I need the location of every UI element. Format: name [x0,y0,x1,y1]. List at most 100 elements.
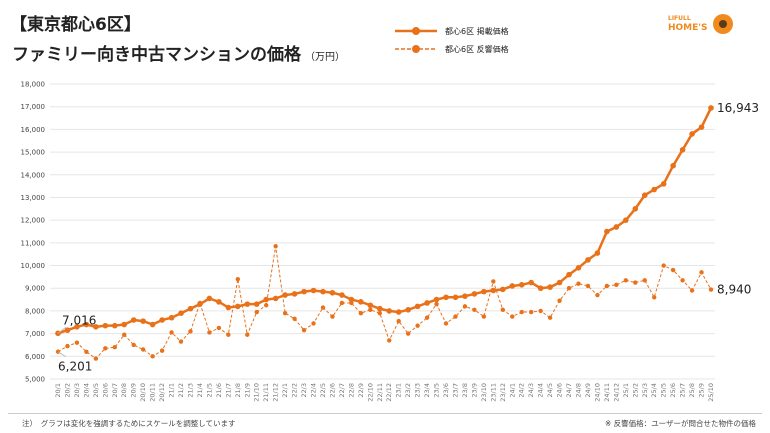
data-point [178,310,184,316]
y-tick-label: 7,000 [25,330,45,338]
data-point [168,314,175,321]
data-point [330,314,335,319]
data-point [282,292,288,298]
x-tick-label: 23/6 [442,383,450,398]
x-tick-label: 22/4 [310,383,318,398]
data-point [206,295,213,302]
data-point [689,131,695,137]
data-point [604,283,610,289]
x-tick-label: 22/1 [281,383,289,398]
data-point [452,294,459,301]
data-point [689,288,695,293]
data-point [415,323,420,328]
x-tick-label: 23/5 [433,383,441,398]
x-tick-label: 22/11 [376,383,384,402]
data-point [225,304,232,311]
data-point [207,330,212,335]
legend-label: 都心6区 掲載価格 [445,26,509,36]
chart-title-region: 【東京都心6区】 [10,15,141,35]
x-tick-label: 24/4 [537,383,545,398]
data-point [376,305,383,312]
data-point [433,296,440,303]
data-point [187,305,194,312]
data-point [377,310,382,316]
x-tick-label: 24/6 [556,383,564,398]
x-tick-label: 22/12 [385,383,393,402]
data-point [500,307,505,312]
x-tick-label: 25/5 [660,383,668,398]
data-point [310,287,317,294]
data-point [102,322,109,329]
data-point [434,301,439,307]
data-point [661,263,666,268]
data-point [405,331,411,336]
data-point [462,293,468,299]
listed-price-line [57,107,713,335]
data-point [65,343,70,349]
y-tick-label: 10,000 [21,262,46,270]
x-tick-label: 22/8 [347,383,355,398]
data-point [159,317,165,323]
data-point [339,292,345,298]
logo-top: LIFULL [668,15,691,22]
data-point [64,327,71,334]
data-point [368,307,373,312]
x-tick-label: 21/12 [272,383,280,402]
data-point [424,300,430,306]
data-point [301,288,307,295]
data-point [623,278,629,283]
data-point [395,309,402,315]
x-tick-label: 20/4 [82,383,90,398]
data-point [443,294,449,301]
data-point [708,105,714,111]
x-tick-label: 21/1 [168,383,176,398]
footer-note-right: ※ 反響価格：ユーザーが問合せた物件の価格 [604,419,756,428]
first-value-label: 6,201 [58,360,92,374]
y-tick-label: 6,000 [25,353,45,361]
x-tick-label: 24/5 [546,383,554,398]
data-point [566,271,572,278]
data-point [387,338,392,343]
data-point [481,288,487,295]
data-point [490,287,497,294]
chart-title-text: ファミリー向き中古マンションの価格 [12,45,301,65]
y-tick-label: 9,000 [25,285,45,293]
mascot-icon [712,14,733,34]
data-point [159,348,165,353]
x-tick-label: 20/6 [101,383,109,398]
x-tick-label: 21/7 [224,383,232,398]
data-point [93,356,99,361]
x-tick-label: 23/1 [395,383,403,398]
data-point [604,228,610,235]
x-tick-label: 20/5 [92,383,100,398]
data-point [245,332,250,337]
data-point [471,291,478,297]
x-tick-label: 21/6 [215,383,223,398]
data-point [585,283,591,289]
x-tick-label: 20/3 [73,383,81,398]
x-tick-label: 20/8 [120,383,128,398]
data-point [367,302,374,309]
leader-line [57,326,67,334]
data-point [519,309,524,315]
data-point [510,314,515,319]
data-point [264,303,269,308]
legend-label: 都心6区 反響価格 [445,44,509,54]
data-point [339,300,345,306]
data-point [528,279,534,286]
data-point [642,278,647,283]
data-point [131,342,136,348]
data-point [699,270,704,275]
data-point [547,315,553,320]
data-point [140,318,146,324]
x-tick-label: 23/11 [489,383,497,402]
data-point [188,329,193,334]
unit-label: （万円） [305,52,345,63]
data-point [538,308,543,314]
data-point [254,309,259,315]
data-point [633,280,638,285]
data-point [557,298,562,303]
x-tick-label: 23/3 [414,383,422,398]
data-point [414,303,421,310]
x-tick-label: 24/8 [575,383,583,398]
